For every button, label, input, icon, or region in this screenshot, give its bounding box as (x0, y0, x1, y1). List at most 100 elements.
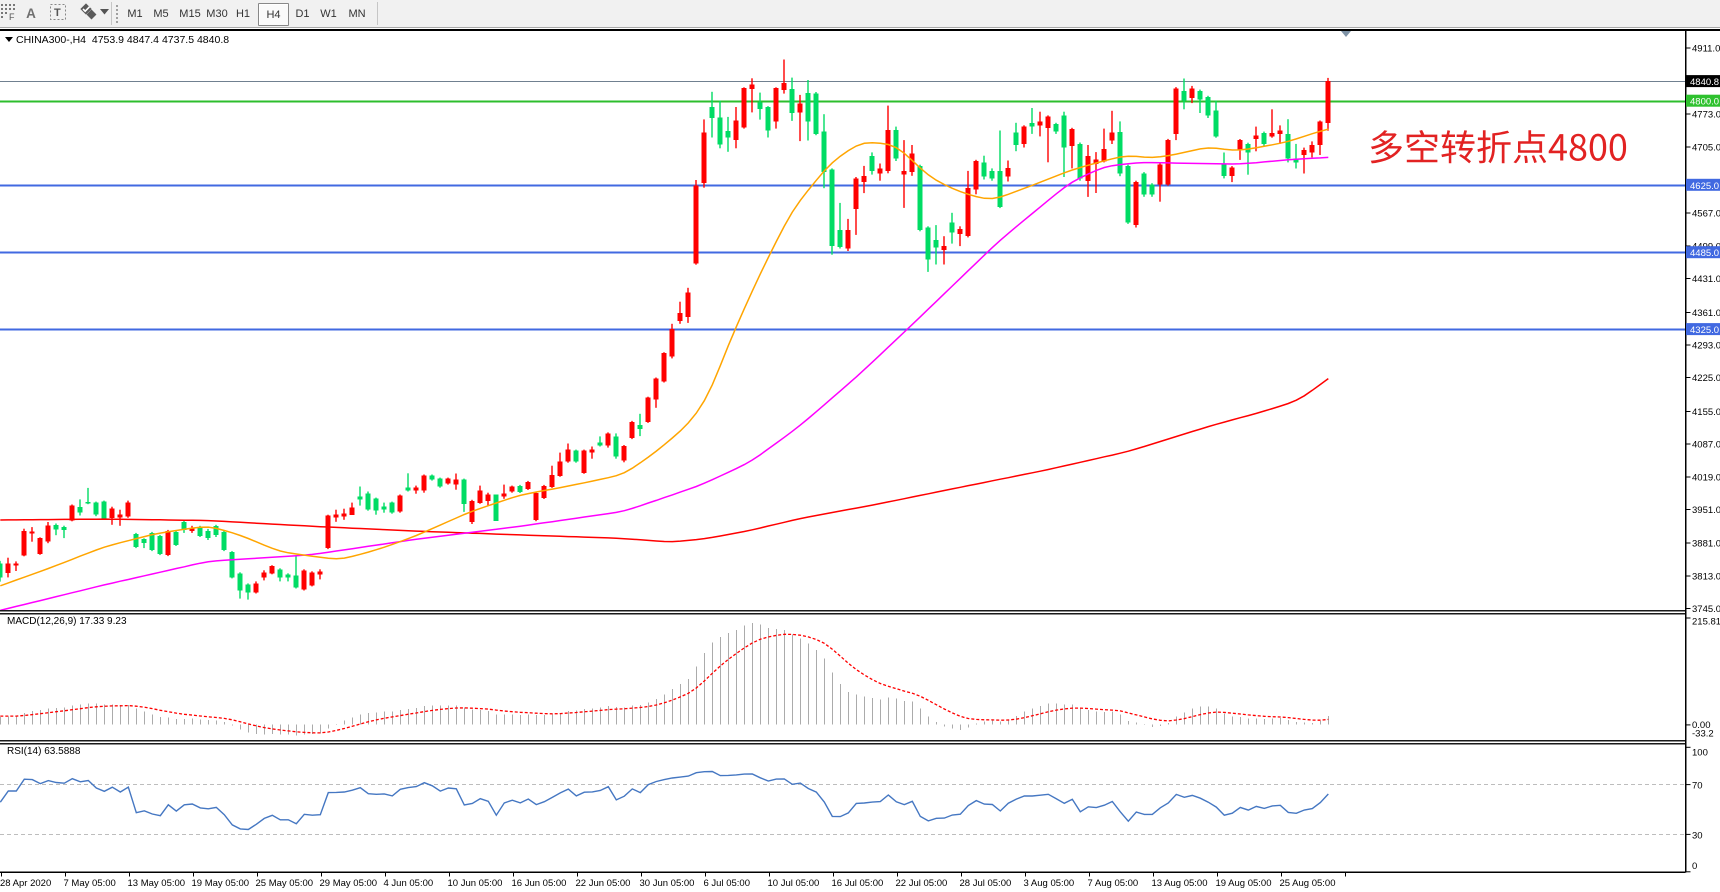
candle (1125, 164, 1131, 224)
macd-indicator-label: MACD(12,26,9) 17.33 9.23 (7, 616, 127, 627)
shapes-dropdown-caret[interactable] (100, 9, 110, 19)
timeframe-button-h1[interactable]: H1 (235, 7, 251, 20)
candle-body (69, 505, 75, 521)
candle (85, 487, 91, 505)
candle-body (765, 107, 771, 131)
candle (1101, 128, 1107, 163)
candle (461, 478, 467, 512)
candle-body (725, 131, 731, 138)
timeframe-button-mn[interactable]: MN (348, 7, 366, 20)
candle (341, 508, 347, 520)
candle (709, 91, 715, 138)
time-tick-label: 13 May 05:00 (128, 878, 186, 889)
candle (93, 501, 99, 517)
text-label-button[interactable]: A (22, 3, 40, 24)
candle-body (461, 479, 467, 504)
candle-body (733, 120, 739, 141)
candle (741, 87, 747, 129)
candle-body (613, 436, 619, 457)
candle (1269, 109, 1275, 138)
candle-body (141, 539, 147, 543)
candle (365, 491, 371, 511)
chart-shift-marker[interactable] (1341, 31, 1351, 37)
candle-body (93, 502, 99, 515)
candle-body (1309, 145, 1315, 153)
annotation-overlay (1370, 130, 1627, 164)
timeframe-button-m5[interactable]: M5 (153, 7, 169, 20)
candle (325, 514, 331, 550)
timeframe-button-w1[interactable]: W1 (320, 7, 337, 20)
candle (957, 226, 963, 247)
candle (61, 525, 67, 539)
timeframe-button-d1[interactable]: D1 (295, 7, 310, 20)
text-box-button[interactable]: T (49, 3, 67, 24)
candle (1181, 78, 1187, 110)
candle-body (1221, 163, 1227, 176)
rsi-panel-area[interactable] (0, 770, 1686, 835)
candle-body (285, 574, 291, 578)
time-tick-label: 22 Jul 05:00 (896, 878, 948, 889)
macd-panel-area[interactable] (0, 623, 1329, 736)
candle (1133, 180, 1139, 228)
candle-body (565, 449, 571, 462)
candle (21, 528, 27, 557)
price-tick-label: 4225.0 (1692, 373, 1720, 384)
candle (581, 449, 587, 474)
candle (1077, 142, 1083, 181)
candle (517, 484, 523, 493)
candle-body (181, 521, 187, 530)
toolbar-grip[interactable] (115, 4, 120, 23)
candle-body (501, 493, 507, 497)
candle (53, 523, 59, 536)
candle-body (837, 230, 843, 248)
candle (429, 474, 435, 481)
candle-body (1277, 130, 1283, 134)
shapes-button[interactable] (78, 3, 98, 24)
candle (213, 524, 219, 537)
candle (613, 433, 619, 459)
candle-body (413, 487, 419, 491)
candle (765, 106, 771, 138)
candle (597, 436, 603, 447)
candle (317, 569, 323, 580)
price-tick-label: 4431.0 (1692, 274, 1720, 285)
candle-body (429, 475, 435, 480)
annotation-text-path (1370, 130, 1627, 164)
candle (189, 525, 195, 533)
timeframe-button-m1[interactable]: M1 (127, 7, 143, 20)
candle (949, 212, 955, 244)
price-tick-label: 4361.0 (1692, 308, 1720, 319)
price-tick-label: 4705.0 (1692, 142, 1720, 153)
candle-body (349, 507, 355, 515)
candle (853, 177, 859, 235)
candle-body (101, 501, 107, 519)
time-tick-label: 3 Aug 05:00 (1024, 878, 1075, 889)
main-chart-area[interactable] (0, 59, 1686, 611)
price-tick-label: 3881.0 (1692, 539, 1720, 550)
candle (1013, 122, 1019, 152)
candle-body (1213, 110, 1219, 137)
candle (1309, 141, 1315, 158)
timeframe-button-m30[interactable]: M30 (206, 7, 228, 20)
crosshair-grid-icon[interactable]: F (1, 3, 16, 24)
candle-body (21, 530, 27, 556)
candle (253, 581, 259, 594)
candle-body (1093, 159, 1099, 165)
candle-body (1029, 122, 1035, 127)
candle (701, 119, 707, 188)
candle-body (1101, 149, 1107, 162)
time-tick-label: 4 Jun 05:00 (384, 878, 434, 889)
candle-body (213, 525, 219, 535)
candle-body (709, 107, 715, 118)
candle-body (1301, 150, 1307, 155)
candle (109, 506, 115, 525)
timeframe-button-m15[interactable]: M15 (179, 7, 201, 20)
candle (477, 485, 483, 504)
candle-body (277, 569, 283, 578)
candle-body (573, 450, 579, 462)
candle-body (589, 449, 595, 453)
timeframe-button-h4[interactable]: H4 (258, 3, 289, 26)
chart-menu-arrow[interactable] (5, 37, 13, 42)
candle-body (205, 530, 211, 538)
